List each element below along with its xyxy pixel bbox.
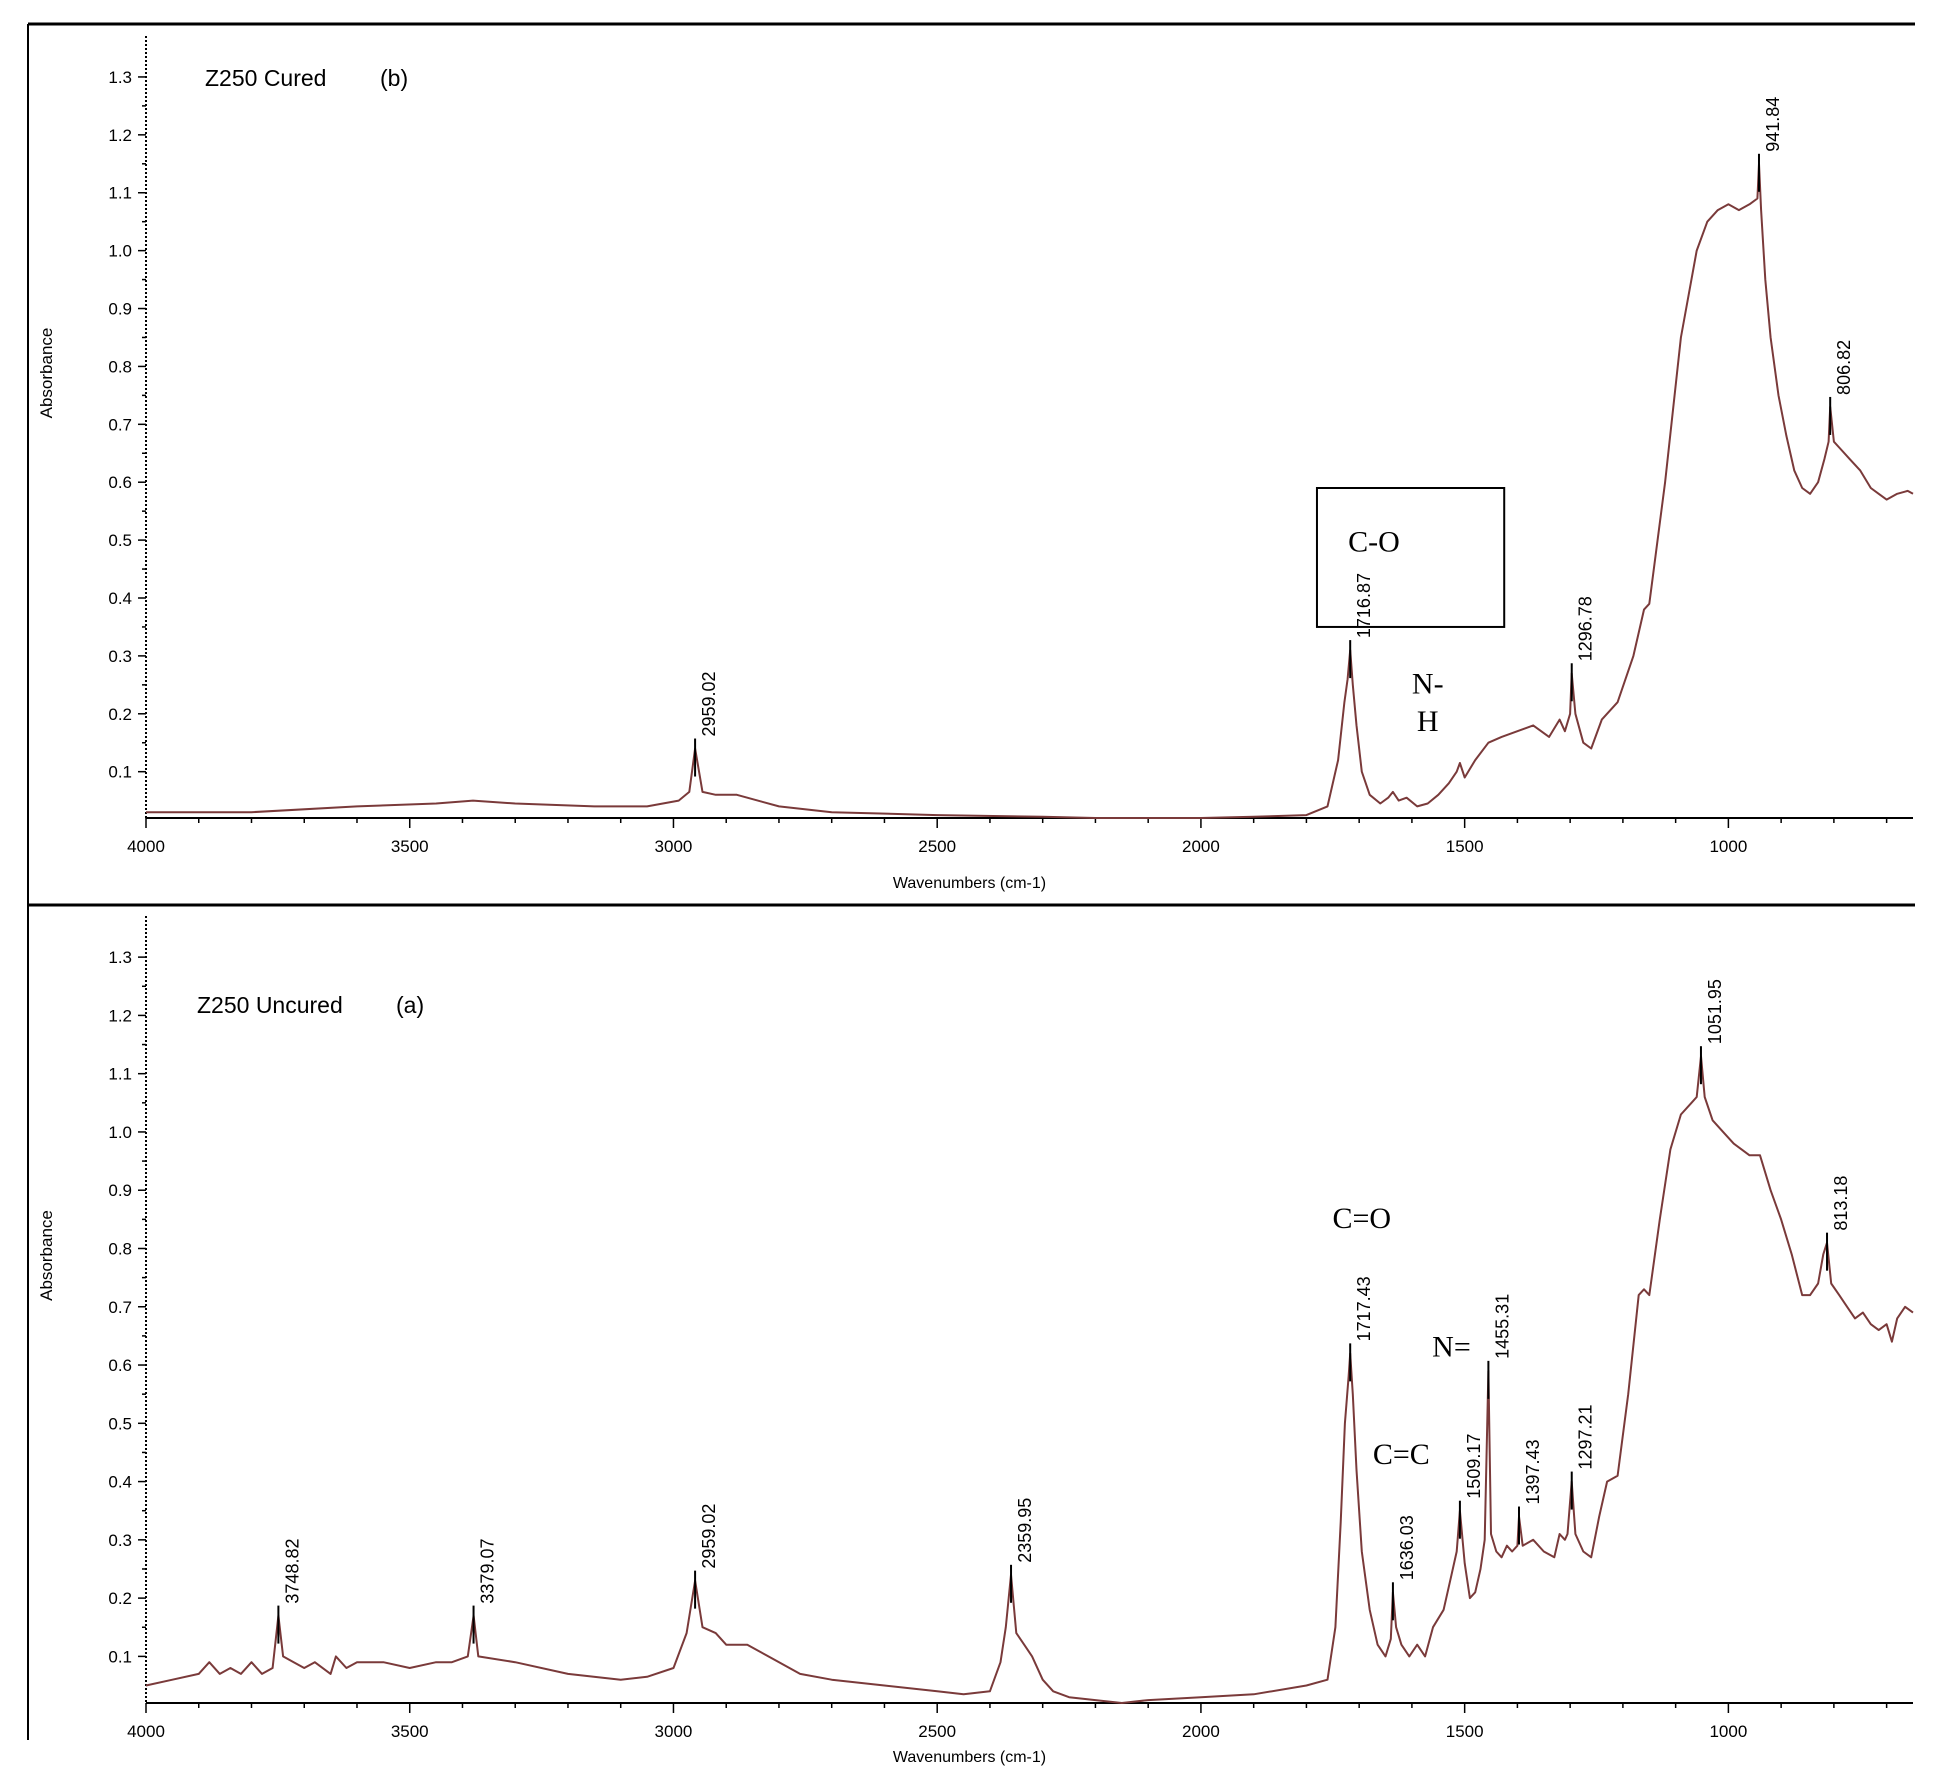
y-tick-label: 1.1 xyxy=(108,1065,132,1084)
y-tick-label: 0.9 xyxy=(108,300,132,319)
y-tick-label: 0.4 xyxy=(108,1473,132,1492)
x-tick-label: 4000 xyxy=(127,837,165,856)
peak-label: 1296.78 xyxy=(1576,596,1596,661)
y-tick-label: 0.3 xyxy=(108,1531,132,1550)
functional-group-label: C=C xyxy=(1373,1438,1430,1471)
peak-label: 813.18 xyxy=(1831,1176,1851,1231)
x-tick-label: 1000 xyxy=(1709,837,1747,856)
x-tick-label: 2000 xyxy=(1182,837,1220,856)
x-tick-label: 3000 xyxy=(655,837,693,856)
y-tick-label: 0.1 xyxy=(108,1647,132,1666)
peak-label: 2959.02 xyxy=(699,1504,719,1569)
spectrum-line xyxy=(145,1055,1914,1704)
x-tick-label: 2000 xyxy=(1182,1722,1220,1741)
y-tick-label: 1.0 xyxy=(108,1123,132,1142)
y-tick-label: 0.2 xyxy=(108,705,132,724)
peak-label: 1297.21 xyxy=(1576,1404,1596,1469)
y-tick-label: 0.5 xyxy=(108,1414,132,1433)
x-tick-label: 3500 xyxy=(391,837,429,856)
y-tick-label: 1.1 xyxy=(108,184,132,203)
peak-label: 1397.43 xyxy=(1523,1439,1543,1504)
y-tick-label: 0.7 xyxy=(108,1298,132,1317)
x-tick-label: 1500 xyxy=(1446,837,1484,856)
x-tick-label: 1000 xyxy=(1709,1722,1747,1741)
chart-title: Z250 Cured xyxy=(205,65,326,91)
x-axis-title: Wavenumbers (cm-1) xyxy=(893,1749,1046,1766)
peak-label: 1636.03 xyxy=(1397,1515,1417,1580)
peak-label: 3379.07 xyxy=(478,1539,498,1604)
y-tick-label: 1.3 xyxy=(108,68,132,87)
functional-group-label: N= xyxy=(1432,1330,1471,1363)
y-tick-label: 0.8 xyxy=(108,1239,132,1258)
peak-label: 2959.02 xyxy=(699,671,719,736)
x-tick-label: 1500 xyxy=(1446,1722,1484,1741)
peak-label: 3748.82 xyxy=(282,1539,302,1604)
functional-group-label: N- xyxy=(1412,668,1444,701)
y-tick-label: 1.2 xyxy=(108,1006,132,1025)
panel-tag: (a) xyxy=(396,992,424,1018)
y-axis-title: Absorbance xyxy=(37,328,56,419)
peak-label: 806.82 xyxy=(1834,340,1854,395)
panel-z250-cured: 4000 3500 3000 2500 2000 1500 1000 0.1 0.2 0.3 0.4… xyxy=(37,36,1914,892)
peak-label: 941.84 xyxy=(1763,97,1783,152)
y-tick-label: 0.2 xyxy=(108,1589,132,1608)
y-axis-title: Absorbance xyxy=(37,1210,56,1301)
y-tick-label: 1.3 xyxy=(108,948,132,967)
x-tick-label: 3000 xyxy=(655,1722,693,1741)
peak-label: 1455.31 xyxy=(1492,1294,1512,1359)
y-tick-label: 0.4 xyxy=(108,589,132,608)
peak-label: 1051.95 xyxy=(1705,979,1725,1044)
spectrum-line xyxy=(146,162,1914,819)
x-tick-label: 4000 xyxy=(127,1722,165,1741)
y-tick-label: 1.2 xyxy=(108,126,132,145)
y-tick-label: 0.8 xyxy=(108,357,132,376)
functional-group-label: C=O xyxy=(1333,1202,1392,1235)
y-tick-label: 1.0 xyxy=(108,242,132,261)
y-tick-label: 0.5 xyxy=(108,531,132,550)
chart-title: Z250 Uncured xyxy=(197,992,343,1018)
x-tick-label: 2500 xyxy=(918,837,956,856)
x-axis-title: Wavenumbers (cm-1) xyxy=(893,875,1046,892)
y-tick-label: 0.6 xyxy=(108,473,132,492)
panel-tag: (b) xyxy=(380,65,408,91)
functional-group-label: H xyxy=(1417,705,1439,738)
annotation-box xyxy=(1315,487,1506,628)
peak-label: 1716.87 xyxy=(1354,573,1374,638)
peak-label: 2359.95 xyxy=(1015,1498,1035,1563)
y-tick-label: 0.6 xyxy=(108,1356,132,1375)
peak-label: 1509.17 xyxy=(1464,1434,1484,1499)
panel-z250-uncured: 4000 3500 3000 2500 2000 1500 1000 0.1 0.2 0.3 0.4… xyxy=(37,916,1914,1766)
y-tick-label: 0.9 xyxy=(108,1181,132,1200)
y-tick-label: 0.7 xyxy=(108,415,132,434)
y-tick-label: 0.3 xyxy=(108,647,132,666)
peak-label: 1717.43 xyxy=(1354,1276,1374,1341)
x-tick-label: 2500 xyxy=(918,1722,956,1741)
x-tick-label: 3500 xyxy=(391,1722,429,1741)
y-tick-label: 0.1 xyxy=(108,763,132,782)
functional-group-label: C-O xyxy=(1348,526,1400,559)
